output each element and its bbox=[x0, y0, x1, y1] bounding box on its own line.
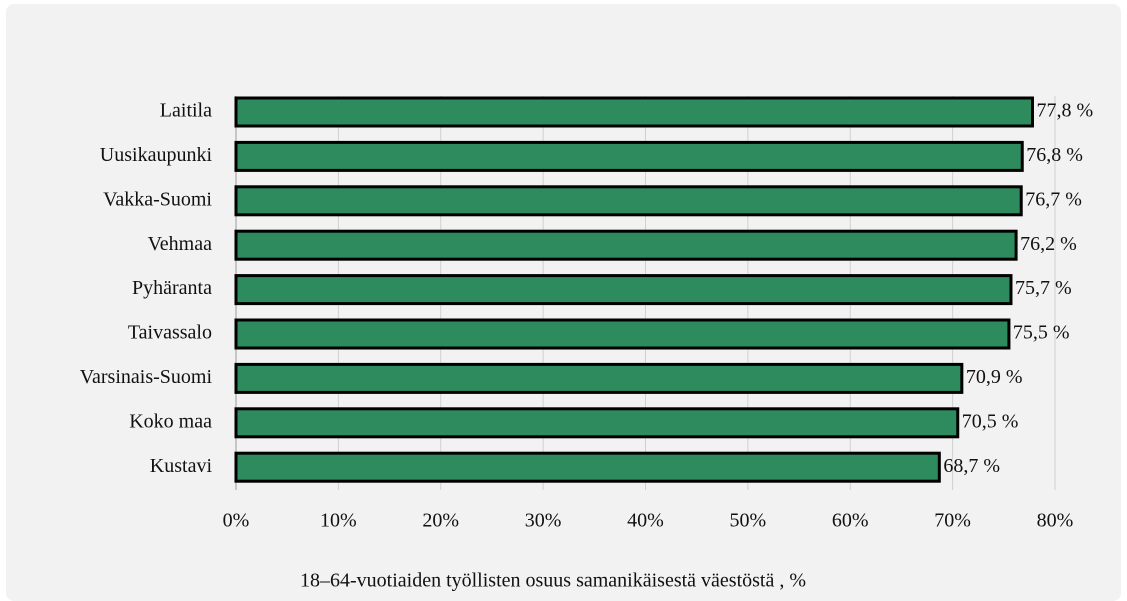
bar bbox=[234, 274, 1013, 306]
bar bbox=[234, 318, 1011, 350]
data-label: 76,2 % bbox=[1020, 233, 1077, 255]
data-label: 77,8 % bbox=[1036, 100, 1093, 122]
x-tick-label: 70% bbox=[934, 510, 971, 532]
y-tick-label: Kustavi bbox=[150, 455, 213, 477]
data-label: 70,9 % bbox=[966, 366, 1023, 388]
x-tick-label: 30% bbox=[525, 510, 562, 532]
bar bbox=[234, 407, 960, 439]
data-label: 75,7 % bbox=[1015, 277, 1072, 299]
bar bbox=[234, 185, 1023, 217]
bar bbox=[234, 362, 964, 394]
x-tick-label: 80% bbox=[1037, 510, 1074, 532]
data-label: 68,7 % bbox=[943, 455, 1000, 477]
x-tick-label: 20% bbox=[422, 510, 459, 532]
data-label: 76,8 % bbox=[1026, 144, 1083, 166]
y-tick-label: Vehmaa bbox=[148, 233, 213, 255]
bar bbox=[234, 140, 1024, 172]
x-tick-label: 50% bbox=[730, 510, 767, 532]
y-tick-label: Uusikaupunki bbox=[100, 144, 213, 166]
bar bbox=[234, 229, 1018, 261]
y-tick-label: Pyhäranta bbox=[132, 277, 212, 299]
x-axis-label: 18–64-vuotiaiden työllisten osuus samani… bbox=[300, 570, 806, 592]
y-tick-label: Laitila bbox=[160, 100, 212, 122]
bar bbox=[234, 451, 941, 483]
y-tick-label: Taivassalo bbox=[128, 322, 212, 344]
data-label: 76,7 % bbox=[1025, 188, 1082, 210]
x-tick-label: 60% bbox=[832, 510, 869, 532]
data-label: 75,5 % bbox=[1013, 322, 1070, 344]
x-tick-label: 40% bbox=[627, 510, 664, 532]
bar bbox=[234, 96, 1034, 128]
data-label: 70,5 % bbox=[962, 410, 1019, 432]
x-tick-label: 10% bbox=[320, 510, 357, 532]
y-tick-label: Koko maa bbox=[129, 410, 212, 432]
y-tick-label: Varsinais-Suomi bbox=[80, 366, 213, 388]
y-tick-label: Vakka-Suomi bbox=[103, 188, 212, 210]
x-tick-label: 0% bbox=[223, 510, 250, 532]
